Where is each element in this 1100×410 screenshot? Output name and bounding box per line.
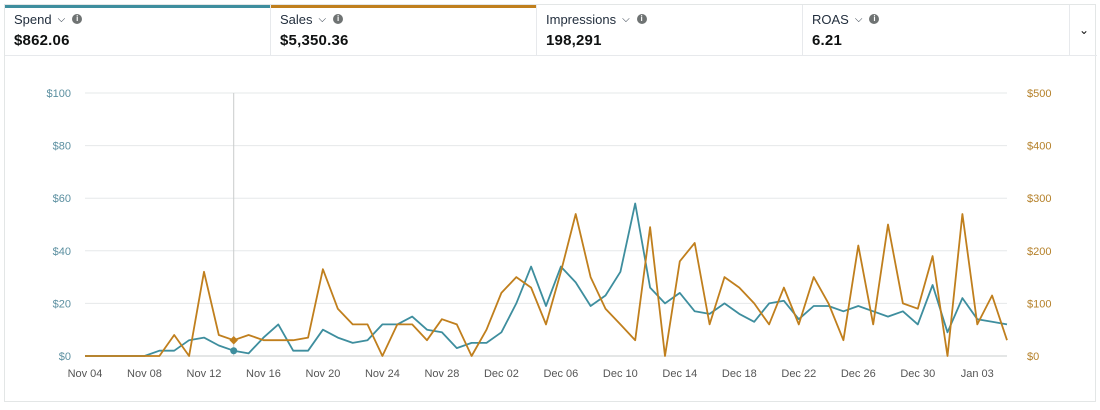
x-tick-label: Nov 04 [68, 368, 103, 380]
metric-value: $5,350.36 [280, 32, 349, 49]
sales-accent-bar [271, 5, 536, 8]
x-tick-label: Dec 30 [900, 368, 935, 380]
x-tick-label: Nov 24 [365, 368, 400, 380]
y-right-tick-label: $400 [1027, 141, 1051, 153]
metric-tab-spend[interactable]: Spend ⌵ i $862.06 [5, 5, 271, 55]
chevron-down-icon[interactable]: ⌵ [622, 13, 630, 25]
spend-series-line [85, 202, 1008, 357]
metric-tab-roas[interactable]: ROAS ⌵ i 6.21 [803, 5, 1069, 55]
expand-metrics-button[interactable]: ⌄ [1069, 5, 1098, 55]
y-left-tick-label: $80 [53, 141, 71, 153]
metric-label: Spend [14, 11, 52, 27]
x-tick-label: Dec 18 [722, 368, 757, 380]
metric-label: Sales [280, 11, 313, 27]
y-right-tick-label: $500 [1027, 88, 1051, 100]
metric-tab-impressions[interactable]: Impressions ⌵ i 198,291 [537, 5, 803, 55]
metric-label: ROAS [812, 11, 849, 27]
x-tick-label: Jan 03 [961, 368, 994, 380]
y-right-tick-label: $0 [1027, 351, 1039, 363]
y-right-tick-label: $200 [1027, 246, 1051, 258]
info-icon[interactable]: i [869, 14, 880, 24]
x-tick-label: Nov 28 [424, 368, 459, 380]
metric-value: 198,291 [546, 32, 602, 49]
metric-tabs: Spend ⌵ i $862.06 Sales ⌵ i $5,350.36 Im… [5, 5, 1097, 56]
chevron-down-icon[interactable]: ⌵ [318, 13, 327, 25]
x-tick-label: Dec 06 [543, 368, 578, 380]
spend-hover-point [230, 347, 238, 355]
x-tick-label: Dec 26 [841, 368, 876, 380]
x-tick-label: Nov 12 [187, 368, 222, 380]
y-left-tick-label: $40 [53, 246, 71, 258]
x-tick-label: Nov 16 [246, 368, 281, 380]
info-icon[interactable]: i [72, 14, 83, 24]
performance-panel: Spend ⌵ i $862.06 Sales ⌵ i $5,350.36 Im… [4, 4, 1097, 403]
y-left-tick-label: $60 [53, 193, 71, 205]
metric-value: $862.06 [14, 32, 70, 49]
y-left-tick-label: $20 [53, 298, 71, 310]
x-tick-label: Dec 10 [603, 368, 638, 380]
y-left-tick-label: $0 [59, 351, 71, 363]
line-chart[interactable]: $0 $20 $40 $60 $80 $100 $0 $100 $200 $300 $400 $500… [5, 5, 1097, 403]
spend-accent-bar [5, 5, 270, 8]
info-icon[interactable]: i [333, 14, 344, 24]
chevron-down-icon[interactable]: ⌵ [854, 13, 863, 25]
y-right-tick-label: $300 [1027, 193, 1051, 205]
sales-series-line [85, 213, 1008, 357]
metric-label: Impressions [546, 11, 617, 27]
chevron-down-icon[interactable]: ⌵ [57, 13, 66, 25]
metric-value: 6.21 [812, 32, 842, 49]
y-right-tick-label: $100 [1027, 298, 1051, 310]
sales-hover-point [229, 335, 238, 345]
y-left-tick-label: $100 [47, 88, 71, 100]
metric-tab-sales[interactable]: Sales ⌵ i $5,350.36 [271, 5, 537, 55]
x-tick-label: Dec 22 [781, 368, 816, 380]
x-tick-label: Nov 20 [306, 368, 341, 380]
x-tick-label: Dec 02 [484, 368, 519, 380]
x-tick-label: Nov 08 [127, 368, 162, 380]
chevron-down-icon: ⌄ [1078, 23, 1090, 37]
info-icon[interactable]: i [636, 14, 647, 24]
x-tick-label: Dec 14 [662, 368, 697, 380]
